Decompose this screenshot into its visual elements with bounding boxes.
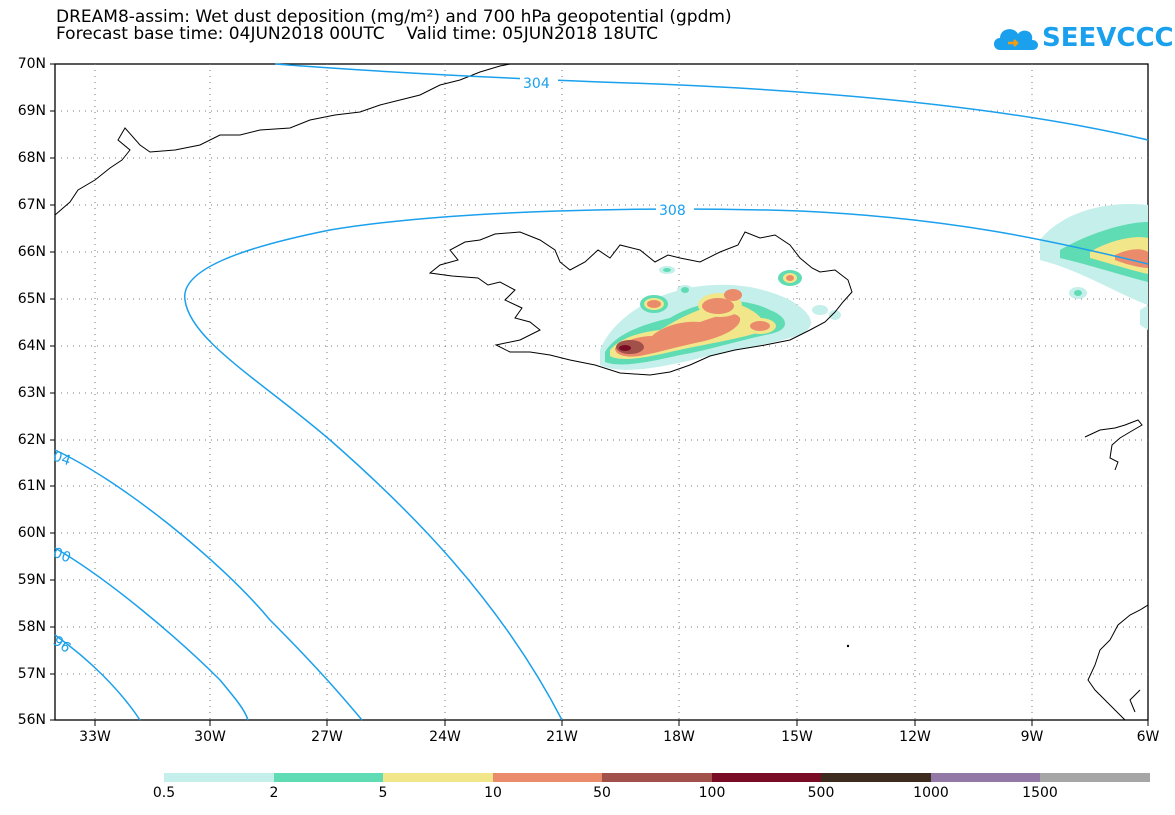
lon-label: 9W: [1020, 729, 1044, 745]
legend-label: 2: [269, 785, 279, 801]
dust-deposition-east: [1040, 204, 1148, 330]
latitude-gridlines: [55, 110, 1148, 675]
iceland-coastline: [428, 231, 853, 376]
contour-304-west: [54, 449, 363, 721]
lat-label: 64N: [17, 338, 46, 354]
lat-label: 61N: [17, 478, 46, 494]
axis-ticks: [50, 63, 1149, 726]
lat-label: 69N: [17, 103, 46, 119]
legend-swatch: [931, 773, 1040, 782]
legend-swatch: [712, 773, 821, 782]
legend-label: 100: [698, 785, 726, 801]
lon-label: 30W: [194, 729, 226, 745]
lat-label: 65N: [17, 291, 46, 307]
lat-label: 57N: [17, 666, 46, 682]
contour-304: [274, 63, 1149, 141]
legend-swatch: [164, 773, 274, 782]
greenland-coastline: [54, 63, 511, 216]
lat-label: 68N: [17, 150, 46, 166]
longitude-gridlines: [94, 64, 1033, 720]
scotland-coastline: [1087, 604, 1149, 721]
lat-label: 66N: [17, 244, 46, 260]
legend-label: 5: [378, 785, 388, 801]
legend-label: 1000: [913, 785, 949, 801]
lat-label: 56N: [17, 712, 46, 728]
norway-coastline: [1084, 419, 1143, 471]
lon-label: 27W: [311, 729, 343, 745]
contour-296: [54, 634, 141, 721]
legend-label: 10: [484, 785, 502, 801]
cloud-icon: [994, 29, 1038, 50]
legend-swatch: [274, 773, 383, 782]
dust-deposition-iceland: [600, 266, 841, 370]
legend-label: 1500: [1022, 785, 1058, 801]
lon-label: 21W: [546, 729, 578, 745]
legend-swatch: [493, 773, 602, 782]
lat-label: 60N: [17, 525, 46, 541]
chart-title-line-2: Forecast base time: 04JUN2018 00UTC Vali…: [56, 24, 658, 44]
lon-label: 18W: [663, 729, 695, 745]
lat-label: 70N: [17, 56, 46, 72]
contour-300: [54, 547, 249, 721]
geopotential-contours: [54, 63, 1149, 721]
lat-label: 59N: [17, 572, 46, 588]
seevccc-logo: SEEVCCC: [990, 20, 1174, 56]
legend-label: 500: [807, 785, 835, 801]
lon-label: 15W: [781, 729, 813, 745]
legend-label: 0.5: [152, 785, 176, 801]
chart-title-line-1: DREAM8-assim: Wet dust deposition (mg/m²…: [56, 7, 732, 27]
legend-swatch: [602, 773, 712, 782]
lat-label: 58N: [17, 619, 46, 635]
lon-label: 6W: [1136, 729, 1160, 745]
map-frame: [54, 63, 1149, 721]
legend-swatch: [1040, 773, 1150, 782]
logo-text: SEEVCCC: [1042, 23, 1174, 53]
lon-label: 12W: [899, 729, 931, 745]
contour-308: [184, 208, 1149, 721]
legend-swatch: [383, 773, 493, 782]
lon-label: 33W: [79, 729, 111, 745]
lat-label: 62N: [17, 432, 46, 448]
lat-label: 63N: [17, 385, 46, 401]
legend-label: 50: [593, 785, 611, 801]
legend-swatch: [821, 773, 931, 782]
lon-label: 24W: [429, 729, 461, 745]
lat-label: 67N: [17, 197, 46, 213]
